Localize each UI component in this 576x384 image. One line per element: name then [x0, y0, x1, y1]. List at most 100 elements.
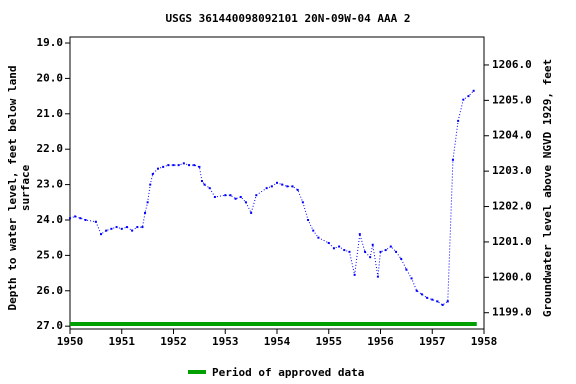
y2-axis-label: Groundwater level above NGVD 1929, feet: [541, 59, 554, 317]
data-point: [115, 226, 118, 229]
x-tick-label: 1958: [471, 335, 498, 348]
data-point: [200, 180, 203, 183]
data-point: [426, 296, 429, 299]
data-point: [332, 247, 335, 250]
y2-tick-label: 1200.0: [492, 270, 532, 283]
data-point: [276, 181, 278, 184]
y2-tick-label: 1201.0: [492, 235, 532, 248]
data-point: [162, 165, 165, 168]
y2-tick-label: 1199.0: [492, 306, 532, 319]
data-point: [172, 164, 175, 167]
data-point: [410, 277, 413, 280]
data-point: [291, 185, 294, 188]
data-point: [281, 183, 284, 186]
y-tick-label: 27.0: [37, 319, 64, 332]
data-point: [239, 195, 242, 198]
data-point: [301, 201, 304, 204]
data-point: [446, 300, 449, 303]
data-point: [348, 250, 351, 253]
data-point: [431, 298, 434, 301]
data-point: [198, 165, 201, 168]
data-point: [389, 245, 392, 248]
data-point: [472, 89, 475, 92]
data-point: [224, 194, 227, 197]
data-point: [146, 201, 149, 204]
data-point: [120, 227, 123, 230]
data-point: [193, 164, 196, 167]
x-tick-label: 1952: [160, 335, 187, 348]
data-point: [141, 226, 144, 229]
data-point: [358, 233, 361, 236]
data-point: [156, 167, 159, 170]
data-point: [384, 249, 387, 252]
data-point: [182, 162, 185, 165]
data-point: [376, 275, 379, 278]
data-point: [353, 273, 356, 276]
data-point: [395, 250, 398, 253]
y2-tick-label: 1205.0: [492, 93, 532, 106]
data-point: [415, 289, 418, 292]
x-tick-label: 1955: [316, 335, 343, 348]
data-point: [343, 249, 346, 252]
data-point: [188, 164, 191, 167]
data-point: [79, 217, 82, 220]
data-point: [457, 119, 460, 122]
data-point: [84, 218, 87, 221]
data-point: [177, 164, 180, 167]
x-tick-label: 1957: [419, 335, 446, 348]
data-point: [296, 188, 299, 191]
x-tick-label: 1953: [212, 335, 239, 348]
data-point: [467, 95, 470, 98]
data-point: [94, 220, 97, 223]
data-point: [229, 194, 232, 197]
data-point: [244, 201, 247, 204]
y-tick-label: 23.0: [37, 178, 64, 191]
data-point: [286, 185, 289, 188]
x-tick-label: 1951: [109, 335, 136, 348]
data-point: [379, 250, 382, 253]
data-point: [462, 98, 465, 101]
y-axis-label: surface: [19, 164, 32, 211]
data-point: [203, 183, 206, 186]
legend-label: Period of approved data: [212, 366, 364, 379]
data-point: [105, 229, 108, 232]
data-point: [441, 303, 444, 306]
data-point: [363, 250, 366, 253]
x-tick-label: 1950: [57, 335, 84, 348]
data-point: [312, 229, 315, 232]
y2-tick-label: 1202.0: [492, 200, 532, 213]
data-point: [405, 268, 408, 271]
data-point: [110, 227, 113, 230]
y2-tick-label: 1206.0: [492, 58, 532, 71]
data-point: [149, 183, 152, 186]
data-point: [451, 158, 454, 161]
data-point: [420, 293, 423, 296]
data-point: [400, 257, 403, 260]
y-tick-label: 21.0: [37, 107, 64, 120]
x-tick-label: 1956: [367, 335, 394, 348]
data-point: [151, 172, 154, 175]
data-point: [371, 243, 374, 246]
data-point: [270, 185, 273, 188]
data-point: [338, 245, 341, 248]
data-point: [125, 226, 128, 229]
data-point: [167, 164, 170, 167]
data-point: [131, 229, 134, 232]
y-axis-label: Depth to water level, feet below land: [6, 65, 19, 310]
data-point: [69, 217, 71, 220]
y2-tick-label: 1203.0: [492, 164, 532, 177]
data-point: [327, 241, 330, 244]
data-point: [250, 211, 253, 214]
x-tick-label: 1954: [264, 335, 291, 348]
y-tick-label: 26.0: [37, 284, 64, 297]
data-point: [136, 226, 139, 229]
chart-title: USGS 361440098092101 20N-09W-04 AAA 2: [165, 12, 410, 25]
y-tick-label: 25.0: [37, 248, 64, 261]
data-point: [100, 233, 103, 236]
y-tick-label: 20.0: [37, 71, 64, 84]
y-tick-label: 24.0: [37, 213, 64, 226]
data-point: [265, 187, 268, 190]
data-point: [213, 195, 216, 198]
data-point: [208, 187, 211, 190]
